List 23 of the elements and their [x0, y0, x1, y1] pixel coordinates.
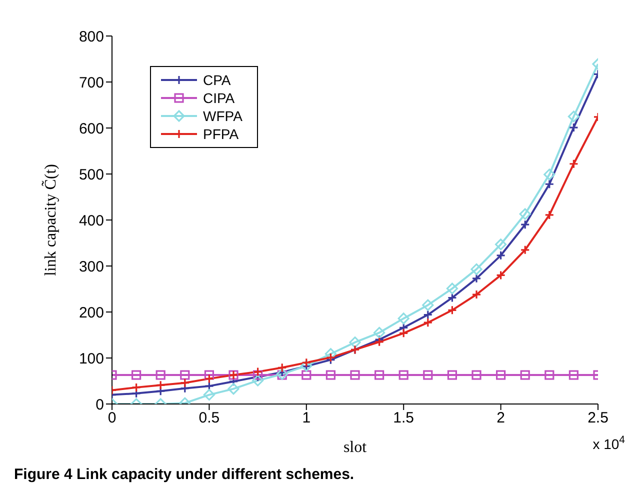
y-tick-label: 400	[78, 212, 104, 230]
x-tick-label: 1.5	[393, 410, 414, 427]
legend-label: CIPA	[203, 89, 235, 107]
x-axis-title: slot	[343, 439, 368, 456]
y-tick-label: 500	[78, 166, 104, 184]
x-tick-label: 0	[108, 410, 116, 427]
y-tick-label: 600	[78, 120, 104, 138]
y-axis-title: link capacity C̃(t)	[41, 164, 60, 276]
legend-label: WFPA	[203, 107, 242, 125]
y-tick-label: 700	[78, 74, 104, 92]
legend-label: CPA	[203, 71, 231, 89]
y-tick-label: 300	[78, 258, 104, 276]
y-tick-label: 800	[78, 28, 104, 46]
x-tick-label: 1	[302, 410, 311, 427]
y-tick-label: 100	[78, 350, 104, 368]
legend-label: PFPA	[203, 125, 239, 143]
text: Figure 4 Link capacity under different schemes.	[14, 466, 354, 483]
x-tick-label: 0.5	[198, 410, 220, 427]
y-tick-label: 0	[96, 396, 104, 414]
x-tick-label: 2	[496, 410, 505, 427]
y-tick-label: 200	[78, 304, 104, 322]
text: x 10$^{4}$	[592, 434, 626, 452]
x-tick-label: 2.5	[588, 410, 608, 427]
